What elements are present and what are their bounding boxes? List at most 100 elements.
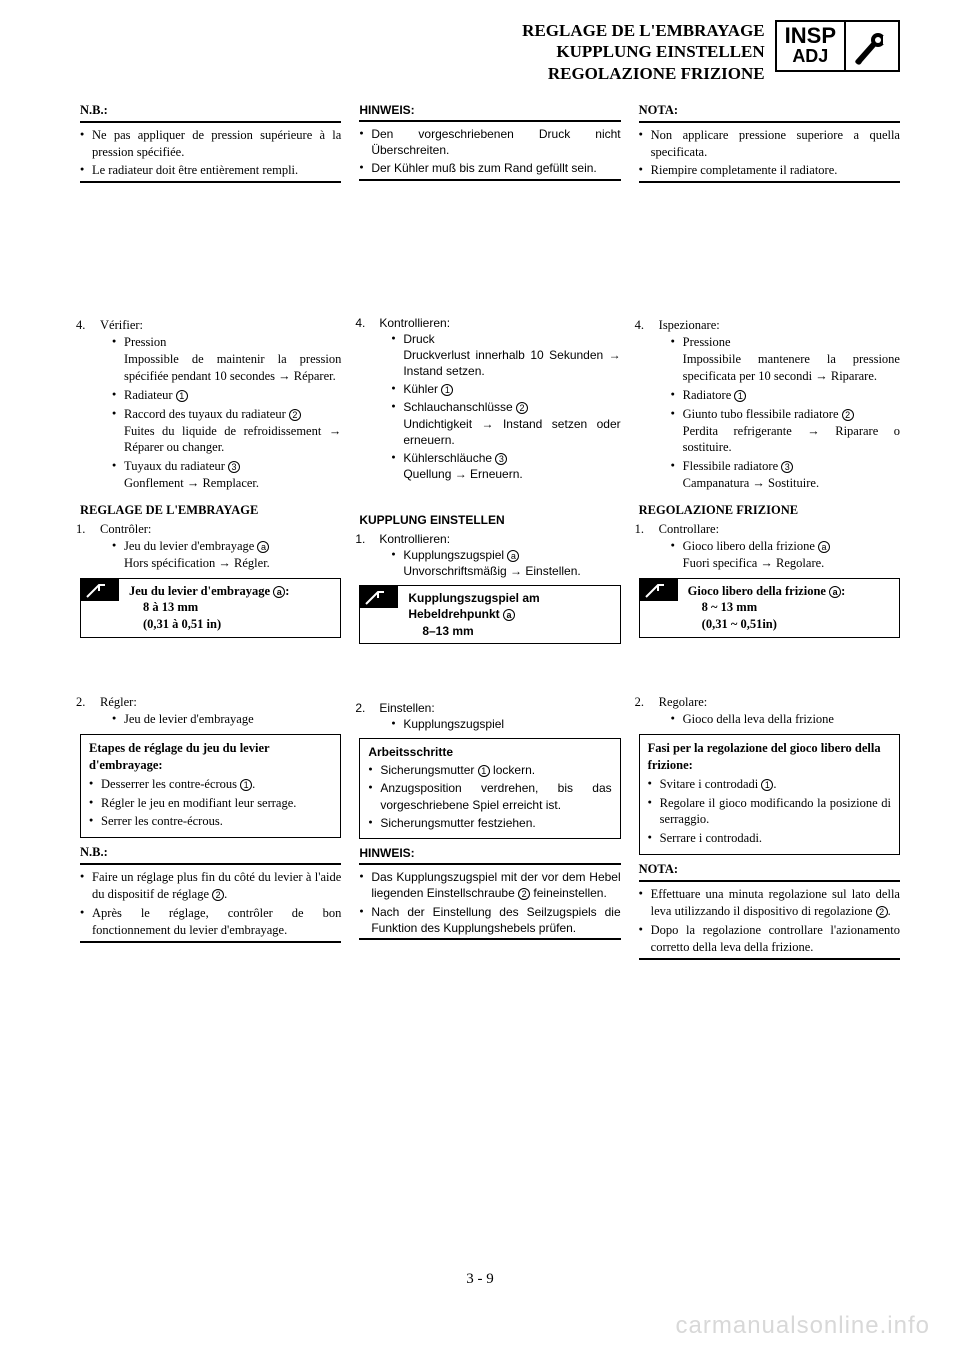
rule <box>639 121 900 123</box>
nb-head-fr: N.B.: <box>80 102 341 119</box>
step-num: 1. <box>355 531 379 547</box>
list-item: Anzugsposition verdrehen, bis das vorges… <box>368 780 611 812</box>
spec-title: Kupplungszugspiel am Hebeldrehpunkt a <box>408 590 611 622</box>
nb-head-it: NOTA: <box>639 861 900 878</box>
page-number: 3 - 9 <box>0 1271 960 1288</box>
list-item: Sicherungsmutter 1 lockern. <box>368 762 611 778</box>
rule <box>80 941 341 943</box>
list-item: Gioco della leva della frizione <box>671 711 900 728</box>
spec-val: 8 à 13 mm <box>129 599 332 616</box>
header-line-it: REGOLAZIONE FRIZIONE <box>522 63 764 84</box>
list-item: Après le réglage, contrôler de bon fonct… <box>80 905 341 939</box>
list-item: DruckDruckverlust innerhalb 10 Sekunden … <box>391 331 620 380</box>
step-num: 4. <box>355 315 379 331</box>
step-word: Vérifier: <box>100 318 143 332</box>
nb-head-de: HINWEIS: <box>359 845 620 861</box>
list-item: Ne pas appliquer de pression supérieure … <box>80 127 341 161</box>
spec-val: (0,31 à 0,51 in) <box>129 616 332 633</box>
section-title-de: KUPPLUNG EINSTELLEN <box>359 512 620 528</box>
step-word: Controllare: <box>659 522 719 536</box>
header-line-de: KUPPLUNG EINSTELLEN <box>522 41 764 62</box>
list-item: Kühler 1 <box>391 381 620 397</box>
list-item: Den vorgeschriebenen Druck nicht Übersch… <box>359 126 620 158</box>
spec-icon <box>360 586 400 643</box>
step-word: Ispezionare: <box>659 318 720 332</box>
list-item: Riempire completamente il radiatore. <box>639 162 900 179</box>
spec-title: Jeu du levier d'embrayage a: <box>129 583 332 600</box>
spec-box-it: Gioco libero della frizione a: 8 ~ 13 mm… <box>639 578 900 639</box>
list-item: Non applicare pressione superiore a quel… <box>639 127 900 161</box>
nb-head-it: NOTA: <box>639 102 900 119</box>
list-item: Kupplungszugspiel <box>391 716 620 732</box>
step-num: 1. <box>76 521 100 538</box>
page-header: REGLAGE DE L'EMBRAYAGE KUPPLUNG EINSTELL… <box>80 20 900 84</box>
list-item: Dopo la regolazione controllare l'aziona… <box>639 922 900 956</box>
step-word: Regolare: <box>659 695 708 709</box>
spec-icon <box>81 579 121 638</box>
list-item: Sicherungsmutter festziehen. <box>368 815 611 831</box>
rule <box>639 958 900 960</box>
steps-box-it: Fasi per la regolazione del gioco libero… <box>639 734 900 855</box>
list-item: Gioco libero della frizione aFuori speci… <box>671 538 900 572</box>
spec-val: 8 ~ 13 mm <box>688 599 891 616</box>
spec-title: Gioco libero della frizione a: <box>688 583 891 600</box>
list-item: Svitare i controdadi 1. <box>648 776 891 793</box>
rule <box>359 938 620 940</box>
step-num: 4. <box>76 317 100 334</box>
list-item: Nach der Einstellung des Seilzugspiels d… <box>359 904 620 936</box>
step-word: Kontrollieren: <box>379 532 450 546</box>
list-item: Serrer les contre-écrous. <box>89 813 332 830</box>
list-item: Giunto tubo flessibile radiatore 2Perdit… <box>671 406 900 457</box>
column-de: HINWEIS: Den vorgeschriebenen Druck nich… <box>359 102 620 964</box>
list-item: Kühlerschläuche 3Quellung → Erneuern. <box>391 450 620 482</box>
step-num: 1. <box>635 521 659 538</box>
list-item: Schlauchanschlüsse 2Undichtigkeit → Inst… <box>391 399 620 448</box>
rule <box>639 880 900 882</box>
spec-val: 8–13 mm <box>408 623 611 639</box>
step-num: 4. <box>635 317 659 334</box>
list-item: Regolare il gioco modificando la posizio… <box>648 795 891 829</box>
badge-bottom: ADJ <box>785 47 836 67</box>
badge-text: INSP ADJ <box>777 22 846 70</box>
list-item: PressioneImpossibile mantenere la pressi… <box>671 334 900 385</box>
list-item: Régler le jeu en modifiant leur serrage. <box>89 795 332 812</box>
steps-box-fr: Etapes de réglage du jeu du levier d'emb… <box>80 734 341 838</box>
step-num: 2. <box>635 694 659 711</box>
rule <box>80 863 341 865</box>
list-item: Kupplungszugspiel aUnvorschriftsmäßig → … <box>391 547 620 579</box>
watermark: carmanualsonline.info <box>676 1312 930 1340</box>
list-item: Das Kupplungszugspiel mit der vor dem He… <box>359 869 620 901</box>
header-badge: INSP ADJ <box>775 20 900 72</box>
header-titles: REGLAGE DE L'EMBRAYAGE KUPPLUNG EINSTELL… <box>522 20 764 84</box>
nb-head-fr: N.B.: <box>80 844 341 861</box>
list-item: Flessibile radiatore 3Campanatura → Sost… <box>671 458 900 492</box>
list-item: Raccord des tuyaux du radiateur 2Fuites … <box>112 406 341 457</box>
header-line-fr: REGLAGE DE L'EMBRAYAGE <box>522 20 764 41</box>
steps-title: Etapes de réglage du jeu du levier d'emb… <box>89 740 332 774</box>
section-title-it: REGOLAZIONE FRIZIONE <box>639 502 900 519</box>
step-word: Contrôler: <box>100 522 151 536</box>
list-item: Faire un réglage plus fin du côté du lev… <box>80 869 341 903</box>
rule <box>80 121 341 123</box>
list-item: Radiatore 1 <box>671 387 900 404</box>
spec-box-fr: Jeu du levier d'embrayage a: 8 à 13 mm (… <box>80 578 341 639</box>
rule <box>359 863 620 865</box>
list-item: Der Kühler muß bis zum Rand gefüllt sein… <box>359 160 620 176</box>
column-it: NOTA: Non applicare pressione superiore … <box>639 102 900 964</box>
steps-title: Arbeitsschritte <box>368 744 611 760</box>
badge-top: INSP <box>785 25 836 47</box>
list-item: Desserrer les contre-écrous 1. <box>89 776 332 793</box>
steps-title: Fasi per la regolazione del gioco libero… <box>648 740 891 774</box>
rule <box>639 181 900 183</box>
steps-box-de: Arbeitsschritte Sicherungsmutter 1 locke… <box>359 738 620 839</box>
section-title-fr: REGLAGE DE L'EMBRAYAGE <box>80 502 341 519</box>
list-item: Radiateur 1 <box>112 387 341 404</box>
list-item: Jeu du levier d'embrayage aHors spécific… <box>112 538 341 572</box>
rule <box>359 179 620 181</box>
step-word: Régler: <box>100 695 137 709</box>
rule <box>359 120 620 122</box>
spec-val: (0,31 ~ 0,51in) <box>688 616 891 633</box>
nb-head-de: HINWEIS: <box>359 102 620 118</box>
step-word: Einstellen: <box>379 701 434 715</box>
rule <box>80 181 341 183</box>
